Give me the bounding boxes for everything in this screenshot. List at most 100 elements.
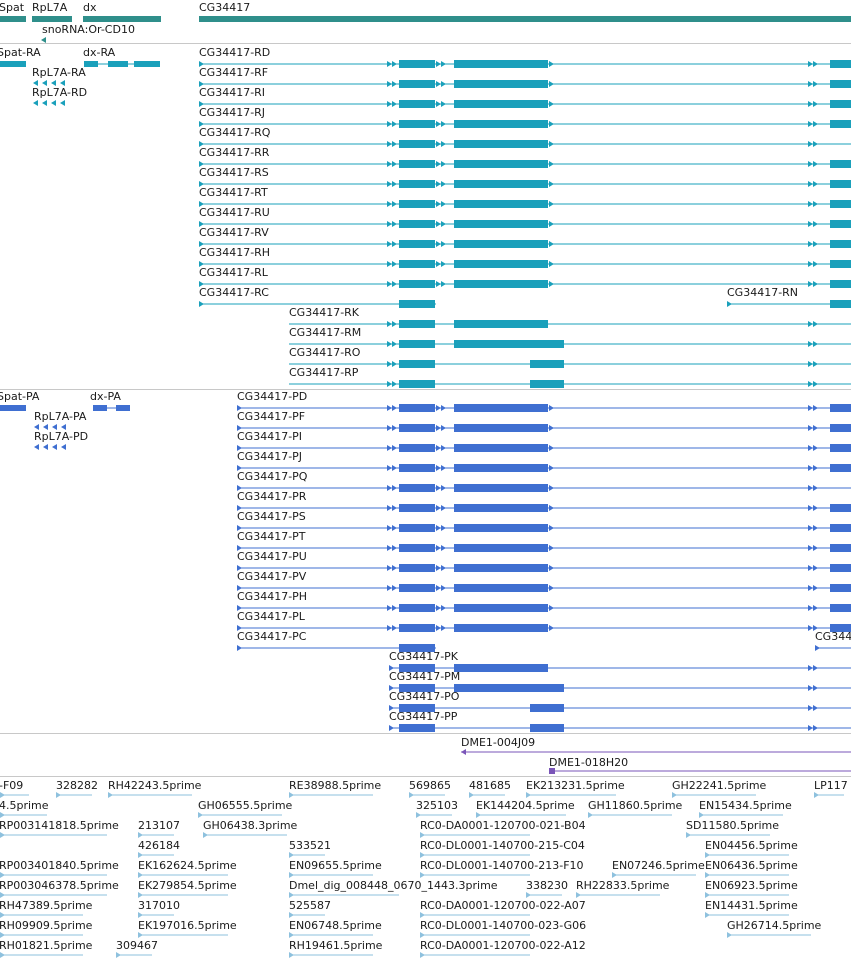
clone-label[interactable]: DME1-018H20 xyxy=(549,756,629,769)
est-label[interactable]: EK213231.5prime xyxy=(526,779,625,792)
exon-box[interactable] xyxy=(454,200,548,208)
exon-box[interactable] xyxy=(454,464,548,472)
est-label[interactable]: RP003141818.5prime xyxy=(0,819,119,832)
transcript-label[interactable]: CG34417-RN xyxy=(727,286,799,299)
transcript-label[interactable]: CG34417-RM xyxy=(289,326,362,339)
est-label[interactable]: RP003401840.5prime xyxy=(0,859,119,872)
exon-box[interactable] xyxy=(830,524,851,532)
est-label[interactable]: RH42243.5prime xyxy=(108,779,202,792)
exon-box[interactable] xyxy=(454,664,548,672)
gene-label[interactable]: dx xyxy=(83,1,97,14)
transcript-label[interactable]: CG34417-RD xyxy=(199,46,271,59)
exon-box[interactable] xyxy=(830,604,851,612)
protein-label[interactable]: CG34417-PH xyxy=(237,590,308,603)
est-label[interactable]: RC0-DL0001-140700-213-F10 xyxy=(420,859,584,872)
est-label[interactable]: GH26714.5prime xyxy=(727,919,822,932)
exon-box[interactable] xyxy=(399,664,435,672)
protein-label[interactable]: CG34417-PR xyxy=(237,490,307,503)
est-label[interactable]: RP003046378.5prime xyxy=(0,879,119,892)
exon-box[interactable] xyxy=(399,280,435,288)
transcript-label[interactable]: CG34417-RQ xyxy=(199,126,271,139)
protein-label[interactable]: CG34417-PK xyxy=(389,650,459,663)
protein-label[interactable]: CG34417-PT xyxy=(237,530,306,543)
exon-box[interactable] xyxy=(830,260,851,268)
exon-box[interactable] xyxy=(454,624,548,632)
exon-box[interactable] xyxy=(830,200,851,208)
est-label[interactable]: EN09655.5prime xyxy=(289,859,382,872)
exon-box[interactable] xyxy=(830,624,851,632)
exon-box[interactable] xyxy=(399,704,435,712)
exon-box[interactable] xyxy=(530,360,564,368)
transcript-label[interactable]: CG34417-RR xyxy=(199,146,270,159)
exon-box[interactable] xyxy=(399,300,435,308)
exon-box[interactable] xyxy=(830,444,851,452)
exon-box[interactable] xyxy=(530,380,564,388)
transcript-label[interactable]: CG34417-RS xyxy=(199,166,269,179)
transcript-label[interactable]: CG34417-RF xyxy=(199,66,269,79)
exon-box[interactable] xyxy=(454,260,548,268)
exon-box[interactable] xyxy=(93,405,107,411)
est-label[interactable]: EN07246.5prime xyxy=(612,859,705,872)
exon-box[interactable] xyxy=(830,544,851,552)
exon-box[interactable] xyxy=(830,180,851,188)
exon-box[interactable] xyxy=(399,100,435,108)
exon-box[interactable] xyxy=(399,160,435,168)
exon-box[interactable] xyxy=(830,120,851,128)
exon-box[interactable] xyxy=(399,504,435,512)
est-label[interactable]: 481685 xyxy=(469,779,511,792)
protein-label[interactable]: Spat-PA xyxy=(0,390,40,403)
exon-box[interactable] xyxy=(399,484,435,492)
exon-box[interactable] xyxy=(830,160,851,168)
gene-glyph[interactable] xyxy=(32,16,72,22)
est-label[interactable]: SD11580.5prime xyxy=(686,819,779,832)
exon-box[interactable] xyxy=(454,544,548,552)
exon-box[interactable] xyxy=(84,61,98,67)
est-label[interactable]: GH06555.5prime xyxy=(198,799,293,812)
est-label[interactable]: 569865 xyxy=(409,779,451,792)
exon-box[interactable] xyxy=(399,380,435,388)
exon-box[interactable] xyxy=(399,220,435,228)
exon-box[interactable] xyxy=(399,604,435,612)
exon-box[interactable] xyxy=(108,61,128,67)
transcript-label[interactable]: CG34417-RC xyxy=(199,286,269,299)
exon-box[interactable] xyxy=(454,280,548,288)
exon-box[interactable] xyxy=(454,604,548,612)
est-label[interactable]: 426184 xyxy=(138,839,180,852)
exon-box[interactable] xyxy=(399,444,435,452)
est-label[interactable]: EN15434.5prime xyxy=(699,799,792,812)
exon-box[interactable] xyxy=(530,340,564,348)
clone-label[interactable]: DME1-004J09 xyxy=(461,736,536,749)
exon-box[interactable] xyxy=(454,120,548,128)
exon-box[interactable] xyxy=(454,340,548,348)
exon-box[interactable] xyxy=(399,80,435,88)
exon-box[interactable] xyxy=(399,724,435,732)
protein-label[interactable]: RpL7A-PA xyxy=(34,410,87,423)
exon-box[interactable] xyxy=(830,300,851,308)
exon-box[interactable] xyxy=(830,404,851,412)
exon-box[interactable] xyxy=(454,404,548,412)
protein-label[interactable]: CG3441 xyxy=(815,630,851,643)
transcript-label[interactable]: CG34417-RJ xyxy=(199,106,266,119)
transcript-label[interactable]: CG34417-RP xyxy=(289,366,359,379)
exon-box[interactable] xyxy=(454,160,548,168)
protein-label[interactable]: CG34417-PO xyxy=(389,690,460,703)
exon-box[interactable] xyxy=(399,260,435,268)
protein-label[interactable]: CG34417-PF xyxy=(237,410,306,423)
est-label[interactable]: Dmel_dig_008448_0670_1443.3prime xyxy=(289,879,498,892)
exon-box[interactable] xyxy=(454,504,548,512)
exon-box[interactable] xyxy=(830,220,851,228)
gene-glyph[interactable] xyxy=(199,16,851,22)
est-label[interactable]: -F09 xyxy=(0,779,24,792)
gene-label[interactable]: RpL7A xyxy=(32,1,68,14)
transcript-label[interactable]: dx-RA xyxy=(83,46,116,59)
gene-label[interactable]: Spat xyxy=(0,1,25,14)
exon-box[interactable] xyxy=(134,61,160,67)
est-label[interactable]: RH01821.5prime xyxy=(0,939,93,952)
protein-label[interactable]: dx-PA xyxy=(90,390,121,403)
transcript-label[interactable]: CG34417-RO xyxy=(289,346,361,359)
exon-box[interactable] xyxy=(830,424,851,432)
exon-box[interactable] xyxy=(454,140,548,148)
transcript-label[interactable]: CG34417-RI xyxy=(199,86,266,99)
gene-label[interactable]: CG34417 xyxy=(199,1,251,14)
est-label[interactable]: 328282 xyxy=(56,779,98,792)
